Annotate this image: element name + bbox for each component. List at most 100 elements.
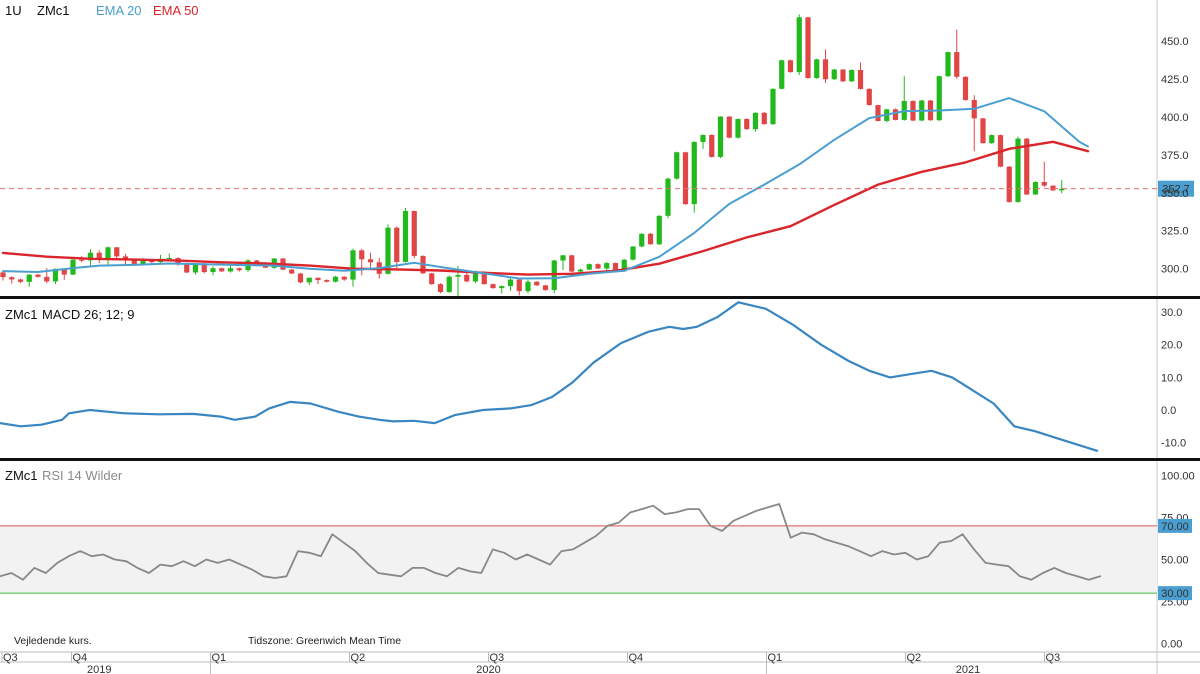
candle-body — [656, 215, 662, 245]
candle-body — [166, 258, 172, 260]
candle-body — [289, 269, 295, 274]
candle-body — [0, 272, 6, 278]
candle-body — [805, 17, 811, 79]
candle — [717, 116, 724, 159]
candle — [289, 268, 295, 274]
candle-body — [875, 105, 881, 121]
price-tick-label: 300.0 — [1161, 264, 1189, 276]
candle-body — [114, 247, 120, 257]
candle — [26, 274, 32, 287]
macd-tick-label: -10.0 — [1161, 438, 1186, 450]
macd-tick-label: 0.0 — [1161, 405, 1176, 417]
panel-separator-1 — [0, 296, 1200, 299]
candle-body — [437, 284, 444, 293]
interval-label[interactable]: 1U — [5, 3, 22, 18]
candle-body — [227, 268, 234, 272]
symbol-label[interactable]: ZMc1 — [37, 3, 70, 18]
candle — [814, 58, 820, 79]
x-axis: Q3 Q4 Q1 Q2 Q3 Q4 Q1 Q2 Q3 2019 2020 2021 — [1, 652, 1061, 674]
candle — [1006, 166, 1012, 203]
candle — [674, 151, 680, 180]
candle-body — [1024, 138, 1030, 195]
quarter-label: Q3 — [1046, 652, 1061, 664]
candle-body — [691, 141, 697, 205]
last-price-badge — [1158, 180, 1194, 197]
candle — [901, 76, 907, 121]
candle — [1024, 138, 1030, 196]
candle — [1059, 180, 1065, 194]
candle — [35, 273, 41, 278]
quarter-label: Q4 — [73, 652, 88, 664]
rsi-title[interactable]: RSI 14 Wilder — [42, 468, 123, 483]
candle — [726, 116, 732, 139]
candle — [315, 277, 321, 285]
candle-body — [385, 227, 391, 274]
candle-body — [595, 264, 601, 269]
candle — [822, 49, 829, 84]
candle-body — [525, 281, 531, 292]
candle-body — [980, 118, 986, 144]
price-tick-label: 375.0 — [1161, 150, 1189, 162]
candle-body — [945, 52, 951, 77]
rsi-tick-label: 50.00 — [1161, 555, 1189, 567]
candle — [499, 285, 505, 294]
candle — [560, 255, 566, 271]
candle — [779, 59, 785, 90]
candle — [490, 283, 496, 289]
candle-body — [779, 60, 785, 89]
rsi-lower-value: 30.00 — [1161, 588, 1189, 600]
candle-body — [61, 268, 67, 275]
ema50-legend[interactable]: EMA 50 — [153, 3, 199, 18]
candle-body — [560, 255, 566, 261]
candle — [394, 226, 400, 269]
candle — [577, 268, 584, 273]
timezone-text: Tidszone: Greenwich Mean Time — [248, 635, 401, 647]
ema20-legend[interactable]: EMA 20 — [96, 3, 142, 18]
candle — [954, 29, 960, 79]
candle-body — [612, 263, 619, 272]
candle-body — [682, 152, 689, 205]
candle — [700, 134, 706, 150]
macd-title[interactable]: MACD 26; 12; 9 — [42, 307, 135, 322]
candle-body — [140, 260, 146, 264]
candle-body — [490, 284, 496, 289]
candle-body — [709, 134, 715, 157]
candle-body — [954, 52, 960, 77]
rsi-upper-badge — [1158, 518, 1192, 533]
candle — [324, 279, 330, 283]
candle-body — [604, 263, 610, 269]
panel-separator-2 — [0, 458, 1200, 461]
candle-body — [796, 17, 802, 73]
candle — [359, 248, 365, 276]
candle-body — [411, 210, 417, 256]
candle-body — [717, 116, 724, 157]
candle — [306, 277, 312, 286]
candle — [805, 16, 811, 79]
macd-tick-label: 30.0 — [1161, 307, 1182, 319]
candle — [61, 268, 67, 280]
candle — [945, 51, 951, 77]
candle — [752, 112, 759, 132]
candle-body — [192, 263, 199, 273]
candle-body — [201, 263, 207, 273]
candle — [980, 117, 986, 144]
ema20-series — [2, 97, 1089, 280]
rsi-upper-value: 70.00 — [1161, 521, 1189, 533]
candle-body — [9, 277, 15, 280]
candle — [831, 68, 837, 81]
year-label: 2021 — [956, 664, 980, 674]
rsi-line — [0, 503, 1102, 581]
candle — [411, 210, 417, 259]
candle — [569, 254, 575, 273]
last-price-line: 352.7 — [0, 180, 1194, 197]
candle-body — [184, 263, 190, 273]
rsi-tick-label: 100.00 — [1161, 470, 1195, 482]
candle — [630, 246, 636, 261]
candle-body — [87, 252, 94, 261]
candle-body — [674, 152, 680, 179]
candle-body — [892, 109, 899, 120]
candle-body — [26, 274, 32, 282]
candle-body — [665, 178, 671, 216]
candle-body — [131, 260, 137, 264]
